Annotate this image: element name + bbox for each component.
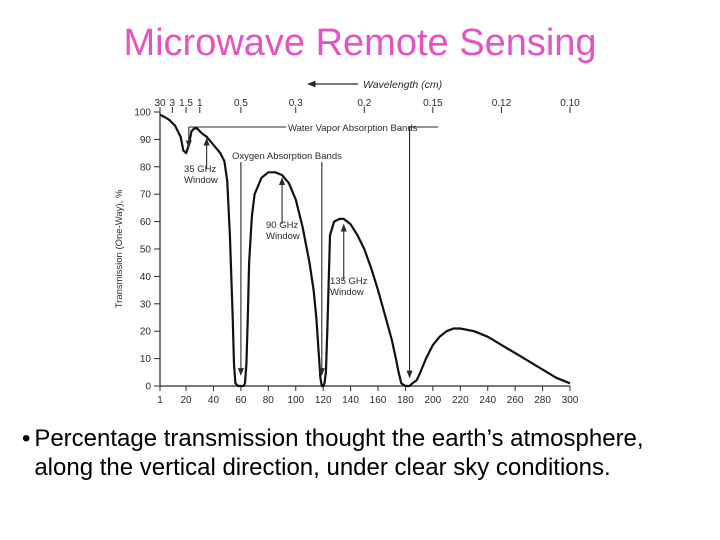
y-tick-label: 70 — [140, 190, 152, 201]
water-vapor-label: Water Vapor Absorption Bands — [288, 123, 418, 134]
x-tick-label: 220 — [452, 395, 469, 406]
top-tick-label: 0.10 — [560, 98, 580, 109]
x-tick-label: 280 — [534, 395, 551, 406]
y-tick-label: 90 — [140, 135, 152, 146]
x-tick-label: 180 — [397, 395, 414, 406]
x-tick-label: 20 — [180, 395, 192, 406]
top-tick-label: 1 — [197, 98, 203, 109]
top-tick-label: 0.15 — [423, 98, 443, 109]
y-tick-label: 100 — [134, 108, 151, 119]
window-90ghz-label: 90 GHz Window — [266, 220, 300, 242]
x-tick-label: 40 — [208, 395, 220, 406]
y-axis-label: Transmission (One-Way), % — [114, 189, 125, 308]
x-tick-label: 100 — [287, 395, 304, 406]
top-tick-label: 0.5 — [234, 98, 248, 109]
x-tick-label: 60 — [235, 395, 247, 406]
x-tick-label: 1 — [157, 395, 163, 406]
top-tick-label: 0.3 — [289, 98, 303, 109]
top-tick-label: 1.5 — [179, 98, 193, 109]
x-tick-label: 140 — [342, 395, 359, 406]
y-tick-label: 20 — [140, 327, 152, 338]
y-tick-label: 0 — [145, 382, 151, 393]
bullet-text: Percentage transmission thought the eart… — [34, 425, 644, 481]
transmission-curve — [159, 113, 571, 388]
top-tick-label: 0.12 — [492, 98, 512, 109]
x-tick-label: 260 — [507, 395, 524, 406]
bullet-marker: • — [22, 425, 31, 452]
top-tick-label: 3 — [170, 98, 176, 109]
y-tick-label: 80 — [140, 162, 152, 173]
top-axis-label: Wavelength (cm) — [363, 79, 442, 91]
x-tick-label: 240 — [479, 395, 496, 406]
slide-title: Microwave Remote Sensing — [123, 22, 597, 64]
x-tick-label: 200 — [425, 395, 442, 406]
y-tick-label: 10 — [140, 354, 152, 365]
y-tick-label: 30 — [140, 299, 152, 310]
x-tick-label: 160 — [370, 395, 387, 406]
top-tick-label: 0.2 — [357, 98, 371, 109]
y-tick-label: 50 — [140, 245, 152, 256]
window-135ghz-label: 135 GHz Window — [330, 276, 368, 298]
oxygen-label: Oxygen Absorption Bands — [232, 151, 342, 162]
x-tick-label: 120 — [315, 395, 332, 406]
window-35ghz-label: 35 GHz Window — [184, 164, 218, 186]
y-tick-label: 60 — [140, 217, 152, 228]
x-tick-label: 300 — [562, 395, 579, 406]
top-tick-label: 30 — [154, 98, 166, 109]
y-tick-label: 40 — [140, 272, 152, 283]
x-tick-label: 80 — [263, 395, 275, 406]
bullet-item: • Percentage transmission thought the ea… — [22, 424, 702, 482]
